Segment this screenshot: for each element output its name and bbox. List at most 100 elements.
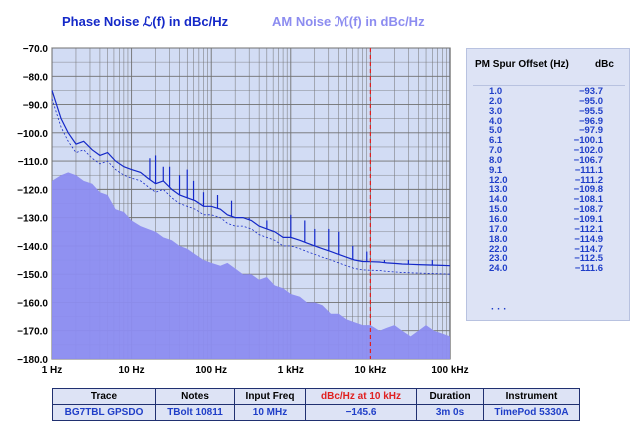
spur-row: 13.0 −109.8 [467,185,631,195]
spur-dbc: −108.7 [573,204,603,216]
spur-offset: 12.0 [489,174,508,186]
spur-offset: 5.0 [489,125,503,137]
spur-row: 14.0 −108.1 [467,195,631,205]
spur-dbc: −111.6 [574,263,603,275]
am-noise-series [52,172,450,359]
spur-dbc: −108.1 [573,194,603,206]
spur-offset: 4.0 [489,115,503,127]
spur-offset: 6.1 [489,135,503,147]
spur-table: PM Spur Offset (Hz) dBc 1.0 −93.7 2.0 −95.0… [466,48,630,321]
trace-value: BG7TBL GPSDO [52,404,156,421]
spur-offset: 16.0 [489,213,508,225]
spur-dbc: −109.8 [573,184,603,196]
am-noise-title: AM Noise ℳ(f) in dBc/Hz [272,14,425,29]
spur-row: 1.0 −93.7 [467,87,631,97]
spur-dbc: −112.5 [574,253,603,265]
x-axis-ticks: 1 Hz 10 Hz 100 Hz 1 kHz 10 kHz 100 kHz [42,365,469,376]
spur-dbc: −114.7 [574,243,603,255]
x-tick-label: 1 Hz [42,365,63,376]
spur-offset: 2.0 [489,95,503,107]
spur-row: 15.0 −108.7 [467,205,631,215]
spur-offset: 3.0 [489,105,503,117]
instrument-value: TimePod 5330A [483,404,580,421]
trace-header: Trace [52,388,156,405]
y-tick-label: −80.0 [23,72,49,83]
spur-row: 16.0 −109.1 [467,215,631,225]
duration-header: Duration [416,388,484,405]
y-tick-label: −170.0 [17,327,48,338]
spur-dbc: −114.9 [574,233,603,245]
spur-row: 12.0 −111.2 [467,174,631,186]
x-tick-label: 10 Hz [119,365,145,376]
trace-info-header-row: Trace Notes Input Freq dBc/Hz at 10 kHz … [52,388,580,405]
spur-offset: 9.1 [489,164,503,176]
dbc-at-value: −145.6 [305,404,417,421]
spur-offset: 17.0 [489,223,508,235]
duration-value: 3m 0s [416,404,484,421]
spur-row: 4.0 −96.9 [467,115,631,127]
spur-table-more: · · · [491,304,507,315]
input-freq-header: Input Freq [234,388,306,405]
spur-dbc: −111.1 [574,164,603,176]
spur-offset: 22.0 [489,243,508,255]
spur-offset: 7.0 [489,145,503,157]
y-tick-label: −180.0 [17,355,48,366]
y-tick-label: −90.0 [23,101,49,112]
y-tick-label: −130.0 [17,214,48,225]
spur-offset: 23.0 [489,253,508,265]
spur-dbc: −112.1 [574,223,603,235]
spur-dbc: −106.7 [573,154,603,166]
spur-table-divider [473,85,625,86]
phase-noise-title: Phase Noise ℒ(f) in dBc/Hz [62,14,229,29]
y-tick-label: −110.0 [18,157,49,168]
x-tick-label: 100 Hz [195,365,227,376]
spur-offset: 24.0 [489,263,508,275]
spur-offset: 13.0 [489,184,508,196]
instrument-header: Instrument [483,388,580,405]
x-tick-label: 10 kHz [355,365,387,376]
spur-row: 17.0 −112.1 [467,223,631,235]
spur-row: 9.1 −111.1 [467,164,631,176]
y-tick-label: −140.0 [17,242,48,253]
y-tick-label: −160.0 [17,298,48,309]
spur-offset: 1.0 [489,86,503,97]
trace-info-row: BG7TBL GPSDO TBolt 10811 10 MHz −145.6 3… [52,404,580,421]
spur-dbc: −111.2 [574,174,603,186]
spur-table-header: PM Spur Offset (Hz) dBc [467,59,631,75]
spur-dbc: −95.0 [578,95,603,107]
x-tick-label: 1 kHz [278,365,304,376]
spur-row: 7.0 −102.0 [467,146,631,156]
spur-offset: 15.0 [489,204,508,216]
spur-dbc: −97.9 [578,125,603,137]
y-tick-label: −120.0 [17,185,48,196]
spur-dbc: −100.1 [573,135,603,147]
spur-offset: 8.0 [489,154,503,166]
spur-dbc-header: dBc [595,59,614,70]
y-axis-ticks: −70.0 −80.0 −90.0 −100.0 −110.0 −120.0 −130.0 −… [17,44,48,366]
notes-value: TBolt 10811 [155,404,235,421]
spur-row: 24.0 −111.6 [467,264,631,274]
spur-dbc: −96.9 [578,115,603,127]
spur-dbc: −95.5 [578,105,603,117]
spur-row: 6.1 −100.1 [467,136,631,146]
trace-info-table: Trace Notes Input Freq dBc/Hz at 10 kHz … [52,388,580,421]
spur-row: 3.0 −95.5 [467,105,631,117]
spur-dbc: −93.7 [578,86,603,97]
spur-row: 5.0 −97.9 [467,126,631,136]
phase-noise-spread-line [51,98,451,275]
spur-table-rows: 1.0 −93.7 2.0 −95.0 3.0 −95.5 4.0 −96.9 5.0 −97.9… [467,87,631,274]
input-freq-value: 10 MHz [234,404,306,421]
notes-header: Notes [155,388,235,405]
spur-row: 22.0 −114.7 [467,243,631,255]
phase-noise-series [51,90,451,275]
am-noise-area [52,172,450,359]
spur-dbc: −102.0 [573,145,603,157]
spur-dbc: −109.1 [573,213,603,225]
spur-offset: 14.0 [489,194,508,206]
spur-row: 8.0 −106.7 [467,156,631,166]
y-tick-label: −150.0 [17,270,48,281]
x-tick-label: 100 kHz [431,365,468,376]
spur-row: 2.0 −95.0 [467,95,631,107]
spur-offset-header: PM Spur Offset (Hz) [475,59,569,70]
